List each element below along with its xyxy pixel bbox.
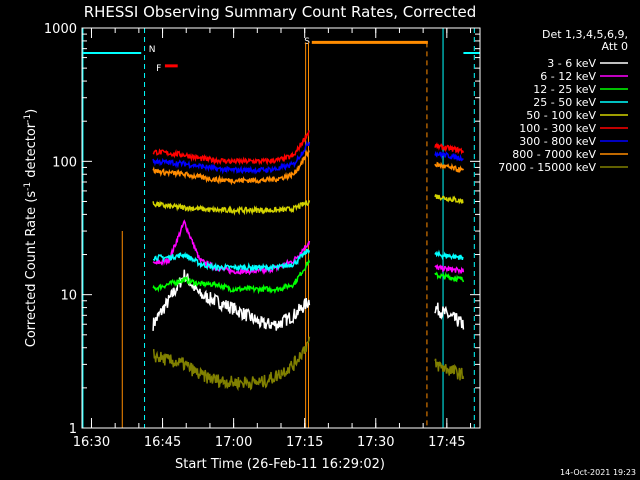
- series-line: [152, 130, 310, 166]
- legend-header-attenuator: Att 0: [602, 40, 628, 53]
- legend-label: 300 - 800 keV: [519, 135, 596, 148]
- legend-label: 7000 - 15000 keV: [498, 161, 596, 174]
- legend-header-detectors: Det 1,3,4,5,6,9,: [542, 28, 628, 41]
- y-axis-label-main: Corrected Count Rate (s: [24, 191, 39, 348]
- y-axis-label: Corrected Count Rate (s-1 detector-1): [23, 109, 39, 347]
- series-line: [434, 161, 465, 173]
- y-tick-label: 10: [60, 289, 77, 304]
- chart-title: RHESSI Observing Summary Count Rates, Co…: [84, 3, 477, 21]
- series-line: [434, 263, 465, 275]
- series-line: [434, 249, 464, 261]
- y-axis-label-end: ): [24, 109, 39, 114]
- x-tick-label: 17:45: [428, 435, 465, 450]
- series-line: [152, 219, 311, 276]
- y-axis-label-sup2: -1: [23, 114, 33, 123]
- series-line: [152, 149, 310, 186]
- series-line: [152, 248, 311, 273]
- x-tick-label: 16:45: [144, 435, 181, 450]
- x-tick-label: 16:30: [73, 435, 110, 450]
- series-line: [152, 336, 311, 392]
- flag-label-f: F: [156, 64, 161, 74]
- y-tick-label: 100: [52, 155, 77, 170]
- legend-label: 50 - 100 keV: [526, 109, 596, 122]
- x-tick-label: 17:00: [215, 435, 252, 450]
- legend-label: 800 - 7000 keV: [512, 148, 596, 161]
- flag-label-s: S: [304, 37, 310, 47]
- series-line: [434, 271, 465, 283]
- series-line: [152, 200, 311, 216]
- series-line: [434, 150, 464, 162]
- series-line: [152, 258, 311, 295]
- legend-label: 12 - 25 keV: [533, 83, 596, 96]
- legend-label: 6 - 12 keV: [540, 70, 596, 83]
- x-tick-label: 17:15: [286, 435, 323, 450]
- y-tick-label: 1000: [44, 22, 77, 37]
- series-line: [434, 142, 465, 155]
- footer-date: 14-Oct-2021 19:23: [560, 468, 636, 477]
- series-line: [434, 302, 465, 330]
- y-axis-label-sup1: -1: [23, 182, 33, 191]
- legend-label: 3 - 6 keV: [547, 57, 596, 70]
- series-line: [434, 194, 464, 205]
- flag-label-n: N: [149, 45, 156, 55]
- y-axis-label-mid: detector: [24, 122, 39, 182]
- legend-label: 100 - 300 keV: [519, 122, 596, 135]
- data-layer: NF S: [82, 28, 480, 428]
- series-line: [434, 358, 465, 381]
- y-tick-label: 1: [69, 422, 77, 437]
- legend-label: 25 - 50 keV: [533, 96, 596, 109]
- x-tick-label: 17:30: [357, 435, 394, 450]
- series-line: [152, 140, 311, 175]
- x-axis-label: Start Time (26-Feb-11 16:29:02): [175, 457, 385, 472]
- axis-layer: 1 10 100 1000 16:30 16:45 17:00 17:15 17:30 17:45: [44, 22, 481, 450]
